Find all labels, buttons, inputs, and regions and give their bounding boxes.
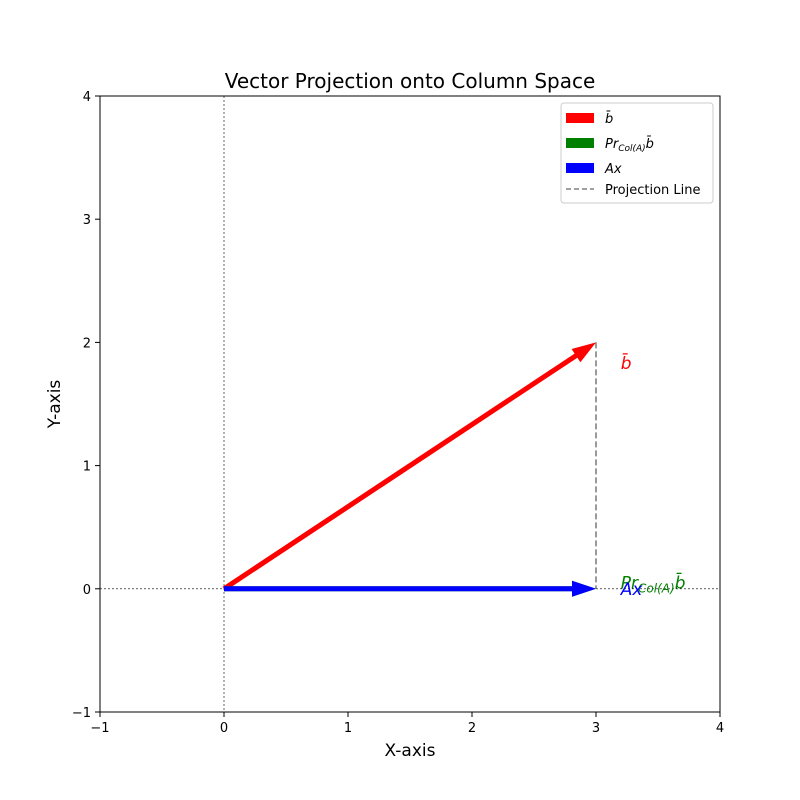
legend-label-projection-line: Projection Line — [605, 183, 701, 198]
legend-label-projection: PrCol(A)b̄ — [605, 137, 654, 154]
legend-item-ax-swatch — [566, 163, 594, 173]
vector-b-arrow — [222, 342, 596, 591]
axes-frame — [99, 95, 721, 713]
vector-projection-annotation: PrCol(A)b̄ — [621, 572, 686, 596]
vector-ax-annotation: Ax — [620, 580, 644, 600]
y-tick-label: 1 — [83, 460, 91, 475]
x-tick-label: 0 — [220, 721, 228, 736]
x-tick-label: 1 — [344, 721, 352, 736]
y-tick-label: 0 — [83, 583, 91, 598]
x-tick-label: 2 — [468, 721, 476, 736]
vector-ax-arrow — [224, 580, 596, 597]
legend: b̄ PrCol(A)b̄ Ax Projection Line — [560, 102, 714, 204]
legend-item-projection-swatch — [566, 138, 594, 148]
y-tick-label: 3 — [83, 213, 91, 228]
legend-box — [560, 102, 714, 204]
x-tick-label: 3 — [592, 721, 600, 736]
x-tick-label: 4 — [716, 721, 724, 736]
vector-b-annotation: b̄ — [621, 352, 632, 374]
y-axis-label: Y-axis — [45, 380, 65, 430]
chart-title: Vector Projection onto Column Space — [225, 69, 596, 93]
legend-label-b: b̄ — [605, 112, 613, 127]
legend-item-b-swatch — [566, 113, 594, 123]
legend-label-ax: Ax — [604, 162, 622, 177]
x-tick-label: −1 — [90, 721, 109, 736]
y-tick-label: 4 — [83, 90, 91, 105]
y-tick-label: −1 — [72, 706, 91, 721]
y-tick-label: 2 — [83, 336, 91, 351]
x-axis-label: X-axis — [385, 741, 436, 761]
